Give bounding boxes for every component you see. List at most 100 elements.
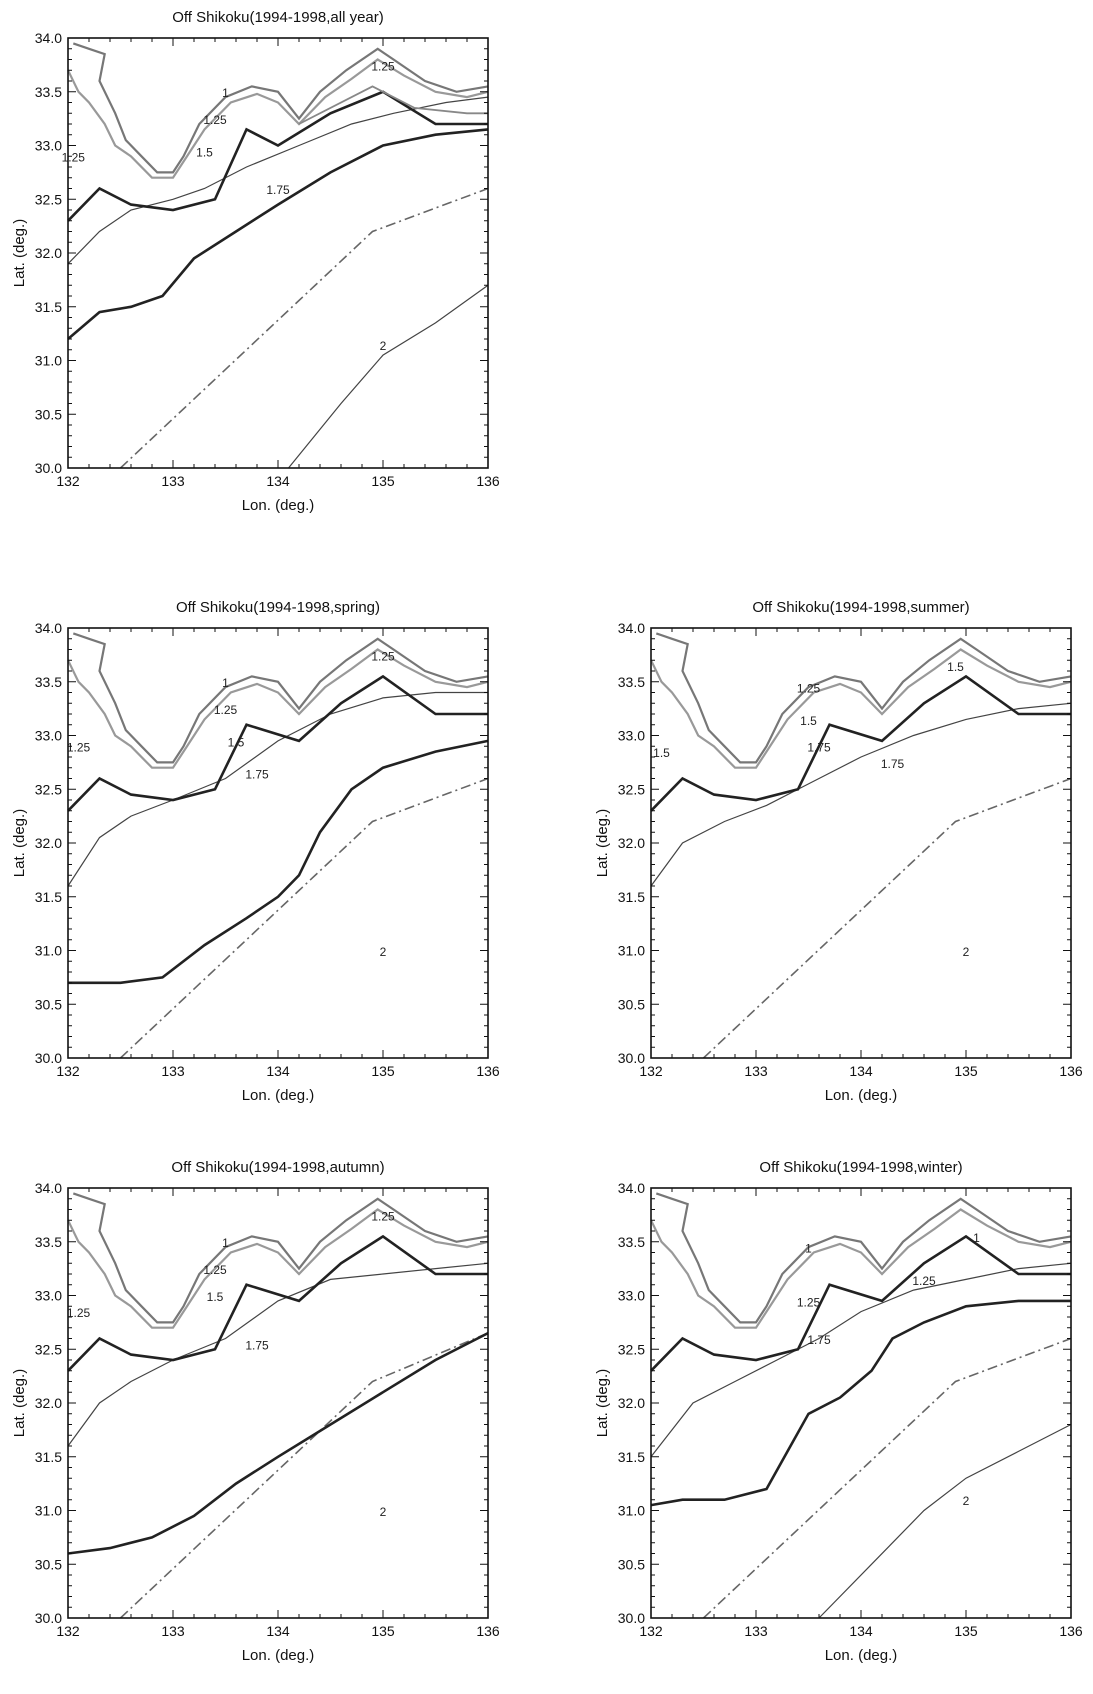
- contour-line: [119, 1332, 489, 1619]
- x-tick-label: 132: [56, 1623, 80, 1639]
- coastline-path: [650, 648, 1072, 769]
- y-tick-label: 33.0: [618, 1288, 645, 1304]
- contour-label: 1.75: [807, 1333, 831, 1347]
- y-tick-label: 32.0: [35, 245, 62, 261]
- coastline: [650, 632, 1072, 769]
- y-tick-label: 31.0: [618, 943, 645, 959]
- contour-label: 1.25: [203, 113, 227, 127]
- y-axis-label: Lat. (deg.): [11, 219, 28, 287]
- contour-label: 1.25: [797, 1295, 821, 1309]
- coastline-path: [655, 632, 1072, 764]
- y-tick-label: 33.5: [35, 674, 62, 690]
- contour-line: [702, 777, 1072, 1059]
- x-tick-label: 134: [849, 1623, 873, 1639]
- y-tick-label: 33.0: [618, 728, 645, 744]
- contour-line: [298, 85, 488, 125]
- y-tick-label: 31.0: [35, 1503, 62, 1519]
- x-tick-label: 133: [161, 1063, 185, 1079]
- contour-label: 1.25: [62, 151, 86, 165]
- y-tick-label: 30.5: [618, 996, 645, 1012]
- y-tick-label: 32.0: [618, 1395, 645, 1411]
- x-tick-label: 134: [849, 1063, 873, 1079]
- chart-panel-autumn: Off Shikoku(1994-1998,autumn) 1.25 1 1.25 1.…: [0, 1150, 500, 1664]
- y-tick-label: 30.0: [618, 1050, 645, 1066]
- y-tick-label: 31.5: [35, 1449, 62, 1465]
- x-tick-label: 135: [371, 473, 395, 489]
- x-tick-label: 132: [639, 1623, 663, 1639]
- chart-panel-spring: Off Shikoku(1994-1998,spring) 1.25 1 1.25 1.…: [0, 590, 500, 1104]
- contour-line: [288, 284, 489, 469]
- y-tick-label: 30.5: [618, 1556, 645, 1572]
- y-axis-label: Lat. (deg.): [594, 809, 611, 877]
- y-tick-label: 32.0: [618, 835, 645, 851]
- y-tick-label: 30.0: [618, 1610, 645, 1626]
- y-tick-label: 30.5: [35, 1556, 62, 1572]
- x-tick-label: 134: [266, 1623, 290, 1639]
- contour-label: 2: [380, 339, 387, 353]
- x-tick-label: 135: [954, 1063, 978, 1079]
- contour-label: 1.25: [67, 741, 91, 755]
- y-axis-label: Lat. (deg.): [594, 1369, 611, 1437]
- x-tick-label: 133: [161, 1623, 185, 1639]
- contour-label: 1.75: [807, 741, 831, 755]
- y-tick-label: 33.0: [35, 1288, 62, 1304]
- x-tick-label: 133: [744, 1623, 768, 1639]
- contour-label: 1.75: [245, 768, 269, 782]
- coastline-path: [72, 632, 489, 764]
- x-axis-label: Lon. (deg.): [242, 497, 315, 514]
- chart-panel-all-year: Off Shikoku(1994-1998,all year) 1.25 1 1.25…: [0, 0, 500, 514]
- chart-panel-winter: Off Shikoku(1994-1998,winter) 1 1.25 1 1.25 1…: [583, 1150, 1083, 1664]
- chart-svg: Off Shikoku(1994-1998,summer) 1.5 1.25 1.5 1…: [594, 599, 1083, 1104]
- contour-label: 2: [963, 1494, 970, 1508]
- contour-label: 2: [380, 1505, 387, 1519]
- chart-svg: Off Shikoku(1994-1998,all year) 1.25 1 1.25…: [11, 9, 500, 514]
- y-tick-label: 31.5: [35, 889, 62, 905]
- y-tick-label: 32.5: [618, 781, 645, 797]
- y-tick-label: 31.0: [618, 1503, 645, 1519]
- contour-line: [67, 1331, 489, 1555]
- contour-label: 1: [222, 86, 229, 100]
- y-tick-label: 33.0: [35, 138, 62, 154]
- y-tick-label: 31.0: [35, 943, 62, 959]
- x-tick-label: 133: [161, 473, 185, 489]
- contour-label: 2: [380, 945, 387, 959]
- y-tick-label: 33.5: [35, 84, 62, 100]
- y-tick-label: 30.0: [35, 1610, 62, 1626]
- contour-label: 1.5: [800, 714, 817, 728]
- y-axis-label: Lat. (deg.): [11, 809, 28, 877]
- x-axis-label: Lon. (deg.): [242, 1087, 315, 1104]
- contour-label: 1.5: [207, 1290, 224, 1304]
- x-axis-label: Lon. (deg.): [242, 1647, 315, 1664]
- contour-label: 1: [222, 1236, 229, 1250]
- contour-label: 1.75: [881, 757, 905, 771]
- x-tick-label: 134: [266, 473, 290, 489]
- coastline-path: [655, 1192, 1072, 1324]
- contour-label: 1.25: [67, 1306, 91, 1320]
- y-tick-label: 33.0: [35, 728, 62, 744]
- contour-line: [67, 691, 488, 887]
- contour-line: [67, 96, 489, 265]
- coastline-path: [67, 58, 489, 179]
- x-tick-label: 135: [371, 1623, 395, 1639]
- contour-label: 2: [963, 945, 970, 959]
- y-tick-label: 30.0: [35, 1050, 62, 1066]
- y-tick-label: 34.0: [618, 1180, 645, 1196]
- contour-line: [119, 777, 489, 1059]
- y-tick-label: 31.5: [618, 1449, 645, 1465]
- y-tick-label: 31.0: [35, 353, 62, 369]
- contour-label: 1.75: [245, 1338, 269, 1352]
- x-tick-label: 136: [1059, 1063, 1083, 1079]
- chart-title: Off Shikoku(1994-1998,autumn): [171, 1159, 384, 1176]
- y-tick-label: 32.0: [35, 1395, 62, 1411]
- coastline-path: [72, 1192, 489, 1324]
- y-tick-label: 32.5: [35, 781, 62, 797]
- contour-label: 1: [222, 676, 229, 690]
- contour-line: [67, 128, 489, 340]
- chart-svg: Off Shikoku(1994-1998,spring) 1.25 1 1.25 1.…: [11, 599, 500, 1104]
- y-axis-label: Lat. (deg.): [11, 1369, 28, 1437]
- x-tick-label: 132: [639, 1063, 663, 1079]
- y-tick-label: 33.5: [618, 674, 645, 690]
- contour-label: 1.25: [371, 59, 395, 73]
- coastline-path: [67, 648, 489, 769]
- x-tick-label: 136: [476, 473, 500, 489]
